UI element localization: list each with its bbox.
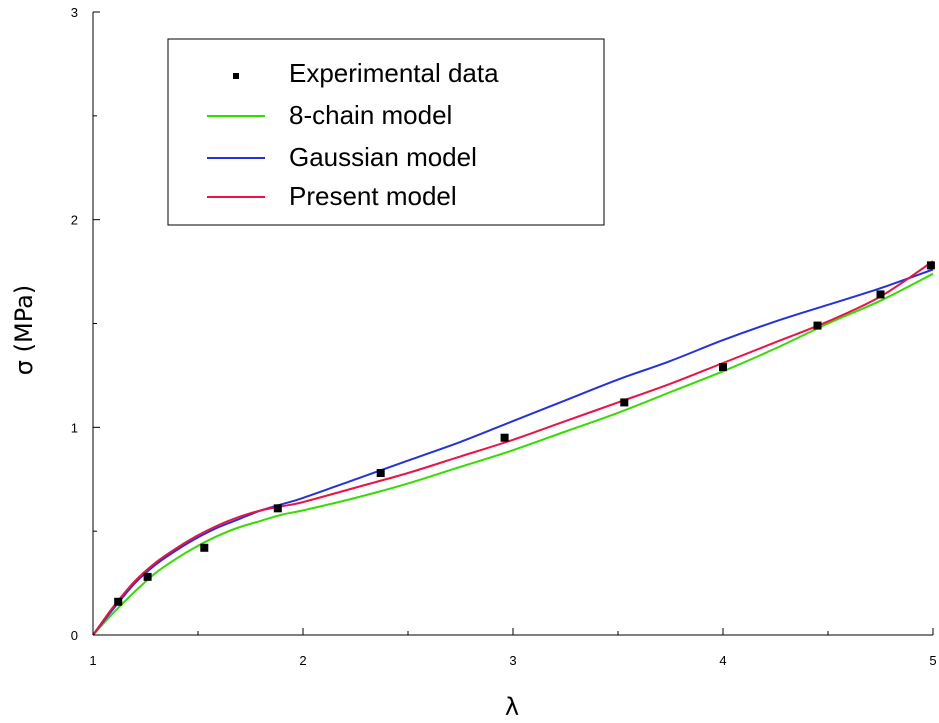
x-tick-label: 3: [509, 653, 516, 668]
y-tick-label: 2: [71, 213, 78, 228]
experimental-point: [813, 321, 822, 330]
y-tick-label: 0: [71, 628, 78, 643]
experimental-point: [273, 504, 282, 513]
y-axis-title: σ (MPa): [10, 285, 38, 375]
x-tick-label: 1: [89, 653, 96, 668]
series-line-1: [92, 272, 934, 636]
x-tick-label: 4: [719, 653, 726, 668]
legend-label-experimental: Experimental data: [289, 58, 499, 88]
legend-label-gaussian: Gaussian model: [289, 142, 477, 172]
x-tick-label: 5: [929, 653, 936, 668]
legend-label-present: Present model: [289, 181, 457, 211]
experimental-point: [620, 398, 629, 407]
experimental-point: [143, 572, 152, 581]
legend-box: [167, 38, 605, 226]
x-axis-title: λ: [505, 693, 519, 721]
legend: Experimental data 8-chain model Gaussian…: [167, 38, 605, 226]
series-lines: [92, 260, 934, 636]
y-tick-label: 3: [71, 5, 78, 20]
x-tick-label: 2: [299, 653, 306, 668]
experimental-point: [719, 363, 727, 372]
experimental-point: [926, 261, 935, 270]
experimental-points: [114, 261, 935, 606]
series-line-3: [92, 260, 934, 636]
y-tick-label: 1: [71, 420, 78, 435]
experimental-point: [114, 597, 123, 606]
legend-label-8-chain: 8-chain model: [289, 100, 452, 130]
experimental-point: [500, 433, 509, 442]
legend-marker-experimental: [233, 73, 239, 79]
experimental-point: [376, 469, 385, 478]
experimental-point: [876, 290, 885, 299]
series-line-2: [92, 268, 934, 636]
experimental-point: [200, 543, 209, 552]
